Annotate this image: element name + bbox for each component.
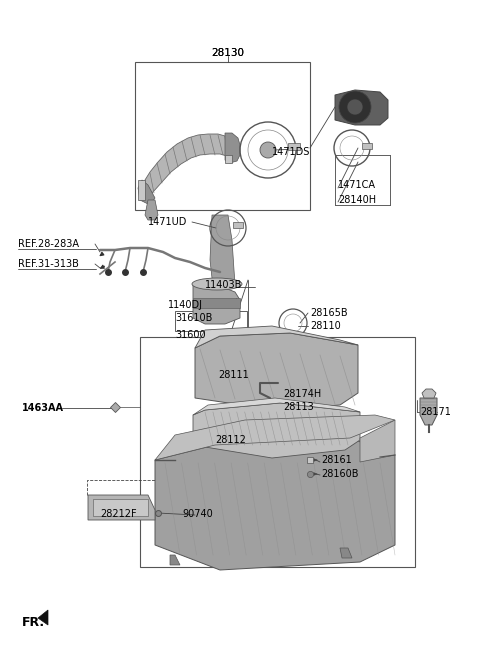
Circle shape xyxy=(260,142,276,158)
Bar xyxy=(175,311,247,331)
Polygon shape xyxy=(420,398,437,425)
Text: 1471CA: 1471CA xyxy=(338,180,376,190)
Polygon shape xyxy=(138,180,145,200)
Polygon shape xyxy=(145,134,227,200)
Text: 1471DS: 1471DS xyxy=(272,147,311,157)
Text: 28174H: 28174H xyxy=(283,389,321,399)
Text: 28160B: 28160B xyxy=(321,469,359,479)
Text: 28111: 28111 xyxy=(218,370,249,380)
Text: 1471UD: 1471UD xyxy=(148,217,187,227)
Text: 28161: 28161 xyxy=(321,455,352,465)
Text: 28112: 28112 xyxy=(215,435,246,445)
Text: 31600: 31600 xyxy=(175,330,205,340)
Text: REF.28-283A: REF.28-283A xyxy=(18,239,79,249)
Polygon shape xyxy=(340,548,352,558)
Text: 1463AA: 1463AA xyxy=(22,403,64,413)
Polygon shape xyxy=(193,284,240,324)
Polygon shape xyxy=(145,200,158,220)
Bar xyxy=(135,62,310,210)
Polygon shape xyxy=(225,133,240,163)
Text: 11403B: 11403B xyxy=(205,280,242,290)
Bar xyxy=(233,222,243,228)
Text: 1140DJ: 1140DJ xyxy=(168,300,203,310)
Text: 28165B: 28165B xyxy=(310,308,348,318)
Text: 28113: 28113 xyxy=(283,402,314,412)
Polygon shape xyxy=(195,333,358,410)
Text: 28110: 28110 xyxy=(310,321,341,331)
Text: REF.31-313B: REF.31-313B xyxy=(18,259,79,269)
Bar xyxy=(288,143,300,150)
Polygon shape xyxy=(422,389,436,398)
Bar xyxy=(93,499,148,516)
Polygon shape xyxy=(335,90,388,125)
Text: 28130: 28130 xyxy=(212,48,244,58)
Polygon shape xyxy=(155,415,395,460)
Text: 31610B: 31610B xyxy=(175,313,212,323)
Text: 28130: 28130 xyxy=(212,48,244,58)
Circle shape xyxy=(339,91,371,123)
Polygon shape xyxy=(360,420,395,462)
Polygon shape xyxy=(210,215,235,287)
Polygon shape xyxy=(138,180,155,205)
Circle shape xyxy=(347,99,363,115)
Bar xyxy=(140,337,415,567)
Text: FR.: FR. xyxy=(22,616,45,629)
Text: 28140H: 28140H xyxy=(338,195,376,205)
Bar xyxy=(362,143,372,149)
Polygon shape xyxy=(170,555,180,565)
Polygon shape xyxy=(193,403,360,458)
Polygon shape xyxy=(155,438,395,570)
Polygon shape xyxy=(225,155,232,163)
Polygon shape xyxy=(195,326,358,348)
Polygon shape xyxy=(38,610,48,625)
Polygon shape xyxy=(193,298,240,308)
Ellipse shape xyxy=(192,278,242,290)
Polygon shape xyxy=(88,495,155,520)
Text: 28212F: 28212F xyxy=(100,509,137,519)
Text: 90740: 90740 xyxy=(182,509,213,519)
Text: 28171: 28171 xyxy=(420,407,451,417)
Polygon shape xyxy=(193,398,360,415)
